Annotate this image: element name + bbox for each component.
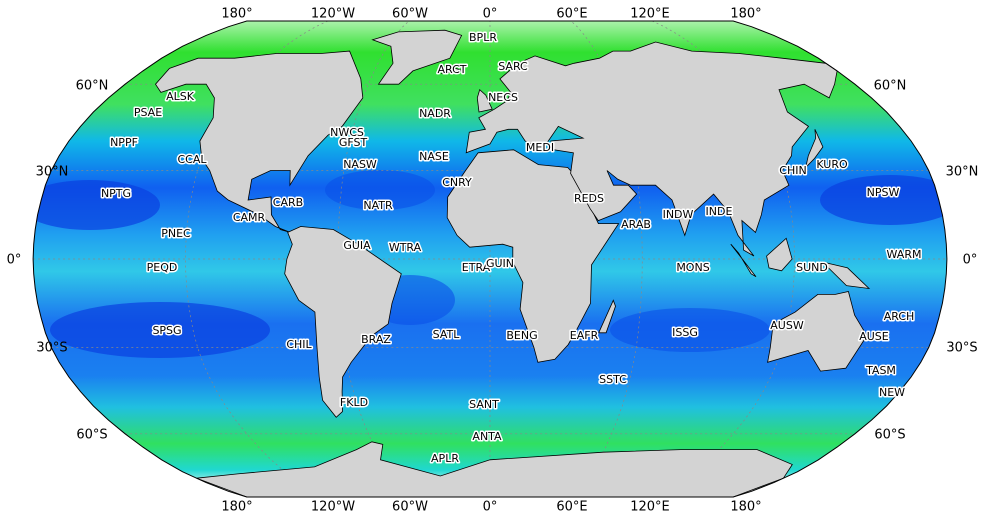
province-label: ANTA xyxy=(472,430,502,443)
labels: 180° 180° 120°W 120°W 60°W 60°W 0° 0° 60°E 60°E 12… xyxy=(7,7,979,515)
province-label: ARAB xyxy=(621,218,651,231)
longitude-label: 120°E xyxy=(630,7,670,22)
longitude-label: 180° xyxy=(730,500,761,515)
province-label: AUSW xyxy=(770,319,804,332)
longitude-label: 120°W xyxy=(311,500,355,515)
province-label: TASM xyxy=(865,364,896,377)
meridian xyxy=(337,20,410,498)
province-label: CAMR xyxy=(233,211,266,224)
landmass xyxy=(476,88,493,113)
longitude-label: 60°E xyxy=(556,7,587,22)
province-label: NADR xyxy=(419,107,451,120)
longitude-label: 180° xyxy=(730,7,761,22)
province-label: NASW xyxy=(343,158,377,171)
province-label: AUSE xyxy=(859,330,889,343)
province-label: PNEC xyxy=(161,227,191,240)
longitude-label: 60°E xyxy=(556,500,587,515)
province-label: NATR xyxy=(363,199,393,212)
landmass xyxy=(441,67,464,74)
land xyxy=(154,29,871,498)
province-label: ARCH xyxy=(884,310,915,323)
province-label: SATL xyxy=(433,328,461,341)
province-label: BPLR xyxy=(469,31,497,44)
landmass xyxy=(766,237,793,272)
latitude-label: 60°S xyxy=(76,428,107,443)
province-label: NWCS xyxy=(330,126,364,139)
longitude-label: 120°E xyxy=(630,500,670,515)
province-label: INDE xyxy=(706,205,733,218)
province-label: ETRA xyxy=(462,261,491,274)
province-label: MEDI xyxy=(526,141,554,154)
latitude-label: 60°S xyxy=(874,428,905,443)
province-label: GFST xyxy=(339,136,368,149)
province-label: CARB xyxy=(273,196,303,209)
landmass xyxy=(196,441,793,498)
province-label: NPTG xyxy=(101,187,131,200)
longitude-label: 0° xyxy=(483,7,498,22)
province-label: EAFR xyxy=(570,329,599,342)
landmass xyxy=(767,291,868,372)
province-label: NECS xyxy=(488,91,518,104)
province-label: SPSG xyxy=(152,324,181,337)
landmass xyxy=(465,41,838,257)
latitude-label: 30°S xyxy=(36,341,67,356)
landmass xyxy=(284,226,402,418)
province-label: NEW xyxy=(879,386,905,399)
province-label: NASE xyxy=(419,150,449,163)
landmass xyxy=(154,50,364,233)
province-label: ISSG xyxy=(672,326,698,339)
landmass xyxy=(446,149,620,363)
province-label: BRAZ xyxy=(361,333,391,346)
province-label: CCAL xyxy=(177,153,207,166)
latitude-label: 0° xyxy=(7,253,22,268)
longitude-label: 120°W xyxy=(311,7,355,22)
province-label: REDS xyxy=(574,192,604,205)
latitude-label: 60°N xyxy=(76,79,109,94)
longitude-label: 60°W xyxy=(392,7,428,22)
longitude-label: 60°W xyxy=(392,500,428,515)
province-label: FKLD xyxy=(340,396,368,409)
province-label: SANT xyxy=(469,398,499,411)
province-label: INDW xyxy=(663,208,694,221)
latitude-label: 0° xyxy=(963,253,978,268)
longitude-label: 180° xyxy=(221,7,252,22)
landmass xyxy=(805,129,824,169)
province-label: PSAE xyxy=(134,106,162,119)
longitude-label: 180° xyxy=(221,500,252,515)
province-label: NPSW xyxy=(867,186,900,199)
province-label: SUND xyxy=(796,261,828,274)
latitude-label: 30°N xyxy=(946,165,979,180)
landmass xyxy=(598,299,616,334)
landmass xyxy=(371,29,463,85)
province-label: BENG xyxy=(506,329,537,342)
province-label: MONS xyxy=(676,261,709,274)
map-outline xyxy=(32,20,948,498)
province-label: SARC xyxy=(498,60,528,73)
province-label: ARCT xyxy=(437,63,466,76)
province-label: ALSK xyxy=(166,90,195,103)
landmass xyxy=(821,261,871,290)
province-label: WTRA xyxy=(389,241,422,254)
province-label: SSTC xyxy=(599,373,627,386)
latitude-label: 30°N xyxy=(36,165,69,180)
province-label: GUIN xyxy=(486,257,514,270)
province-label: NPPF xyxy=(110,136,138,149)
province-label: CHIL xyxy=(286,338,312,351)
province-label: PEQD xyxy=(147,261,178,274)
province-label: APLR xyxy=(431,452,459,465)
province-label: KURO xyxy=(816,158,848,171)
province-label: CNRY xyxy=(442,176,472,189)
province-label: GUIA xyxy=(343,239,371,252)
longitude-label: 0° xyxy=(483,500,498,515)
province-label: WARM xyxy=(887,248,922,261)
province-label: CHIN xyxy=(779,164,806,177)
latitude-label: 60°N xyxy=(874,79,907,94)
landmass xyxy=(730,243,757,278)
latitude-label: 30°S xyxy=(946,341,977,356)
